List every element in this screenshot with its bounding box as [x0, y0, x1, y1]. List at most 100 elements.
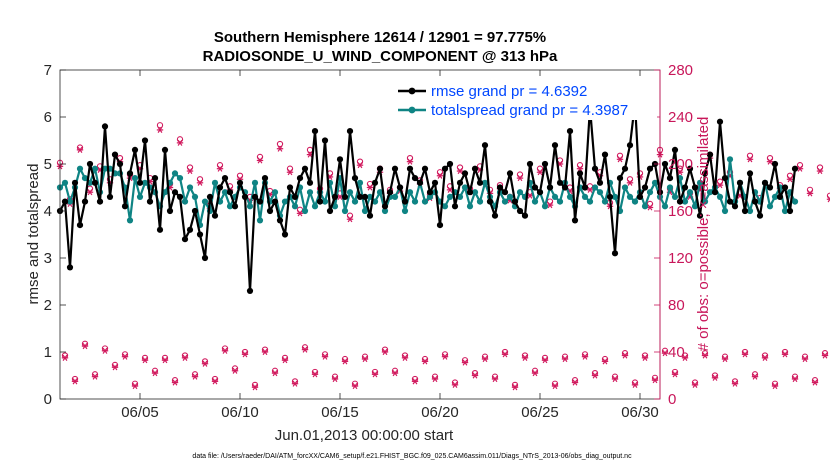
- rmse-point: [246, 287, 254, 294]
- totalspread-point: [411, 198, 419, 205]
- rmse-point: [496, 184, 504, 191]
- assimilated-obs-stroke: [172, 379, 178, 386]
- rmse-point: [181, 236, 189, 243]
- rmse-point: [641, 184, 649, 191]
- assimilated-obs-stroke: [627, 179, 633, 186]
- rmse-point: [566, 128, 574, 135]
- totalspread-point: [631, 198, 639, 205]
- assimilated-obs-stroke: [732, 380, 738, 387]
- assimilated-obs-marker: [806, 190, 814, 197]
- assimilated-obs-marker: [121, 353, 129, 360]
- assimilated-obs-stroke: [782, 351, 788, 358]
- rmse-point: [116, 160, 124, 168]
- rmse-point: [406, 165, 414, 172]
- assimilated-obs-stroke: [792, 375, 798, 383]
- y2-tick-label: 280: [668, 62, 693, 79]
- rmse-point: [141, 137, 149, 144]
- assimilated-obs-stroke: [512, 384, 518, 391]
- rmse-point: [601, 151, 609, 158]
- assimilated-obs-marker: [781, 351, 789, 358]
- rmse-point: [521, 212, 529, 219]
- rmse-point: [681, 184, 689, 191]
- rmse-point: [791, 165, 799, 172]
- x-tick-label: 06/05: [121, 404, 159, 421]
- assimilated-obs-marker: [746, 156, 754, 163]
- assimilated-obs-marker: [521, 354, 529, 361]
- assimilated-obs-stroke: [807, 190, 813, 197]
- assimilated-obs-stroke: [677, 169, 683, 176]
- assimilated-obs-stroke: [762, 354, 768, 361]
- rmse-point: [701, 170, 709, 177]
- assimilated-obs-marker: [461, 359, 469, 366]
- totalspread-point: [601, 198, 609, 205]
- assimilated-obs-stroke: [307, 151, 313, 158]
- legend-box: [395, 80, 657, 120]
- assimilated-obs-stroke: [582, 353, 588, 360]
- assimilated-obs-marker: [391, 370, 399, 377]
- totalspread-point: [81, 175, 89, 182]
- assimilated-obs-marker: [141, 357, 149, 364]
- assimilated-obs-stroke: [532, 370, 538, 377]
- assimilated-obs-marker: [516, 175, 524, 182]
- totalspread-point: [201, 198, 209, 205]
- assimilated-obs-stroke: [92, 373, 98, 380]
- rmse-point: [526, 160, 534, 168]
- assimilated-obs-marker: [631, 381, 639, 388]
- assimilated-obs-marker: [131, 383, 139, 390]
- x-tick-label: 06/15: [321, 404, 359, 421]
- assimilated-obs-stroke: [372, 371, 378, 378]
- rmse-point: [676, 198, 684, 205]
- totalspread-point: [341, 207, 349, 215]
- rmse-line: [59, 101, 797, 292]
- assimilated-obs-stroke: [242, 351, 248, 358]
- rmse-point: [666, 175, 674, 182]
- totalspread-point: [766, 203, 774, 210]
- assimilated-obs-stroke: [122, 353, 128, 360]
- rmse-point: [151, 175, 159, 182]
- rmse-point: [516, 207, 524, 215]
- assimilated-obs-stroke: [422, 358, 428, 365]
- rmse-point: [356, 193, 364, 200]
- assimilated-obs-stroke: [132, 383, 138, 390]
- assimilated-obs-stroke: [542, 357, 548, 364]
- assimilated-obs-stroke: [527, 192, 533, 199]
- rmse-point: [296, 175, 304, 182]
- assimilated-obs-stroke: [572, 379, 578, 386]
- assimilated-obs-marker: [331, 375, 339, 383]
- axis-ticks: 06/05 06/10 06/15 06/20 06/25 06/30 0 1 2 3 4 5 6 7 0 4…: [44, 62, 693, 421]
- rmse-point: [86, 160, 94, 168]
- assimilated-obs-marker: [211, 378, 219, 385]
- totalspread-point: [476, 198, 484, 205]
- rmse-point: [371, 179, 379, 186]
- y2-tick-label: 40: [668, 344, 685, 361]
- rmse-point: [266, 207, 274, 215]
- totalspread-point: [406, 189, 414, 196]
- assimilated-obs-stroke: [827, 196, 830, 201]
- assimilated-obs-stroke: [552, 383, 558, 390]
- rmse-point: [736, 179, 744, 186]
- y-tick-label: 7: [44, 62, 52, 79]
- rmse-point: [551, 142, 559, 149]
- rmse-point: [396, 184, 404, 191]
- assimilated-obs-stroke: [652, 377, 658, 384]
- rmse-point: [361, 193, 369, 200]
- assimilated-obs-marker: [591, 372, 599, 379]
- assimilated-obs-stroke: [617, 156, 623, 163]
- totalspread-point: [556, 198, 564, 205]
- assimilated-obs-marker: [406, 158, 414, 165]
- assimilated-obs-marker: [716, 182, 724, 189]
- rmse-point: [256, 198, 264, 205]
- assimilated-obs-marker: [186, 167, 194, 175]
- totalspread-point: [256, 217, 264, 224]
- totalspread-point: [76, 165, 84, 172]
- assimilated-obs-marker: [281, 357, 289, 364]
- rmse-point: [431, 179, 439, 186]
- rmse-point: [541, 160, 549, 168]
- assimilated-obs-marker: [471, 372, 479, 379]
- rmse-point: [161, 146, 169, 153]
- rmse-point: [776, 193, 784, 200]
- assimilated-obs-stroke: [752, 373, 758, 380]
- rmse-point: [191, 207, 199, 215]
- totalspread-point: [221, 189, 229, 196]
- assimilated-obs-marker: [481, 355, 489, 363]
